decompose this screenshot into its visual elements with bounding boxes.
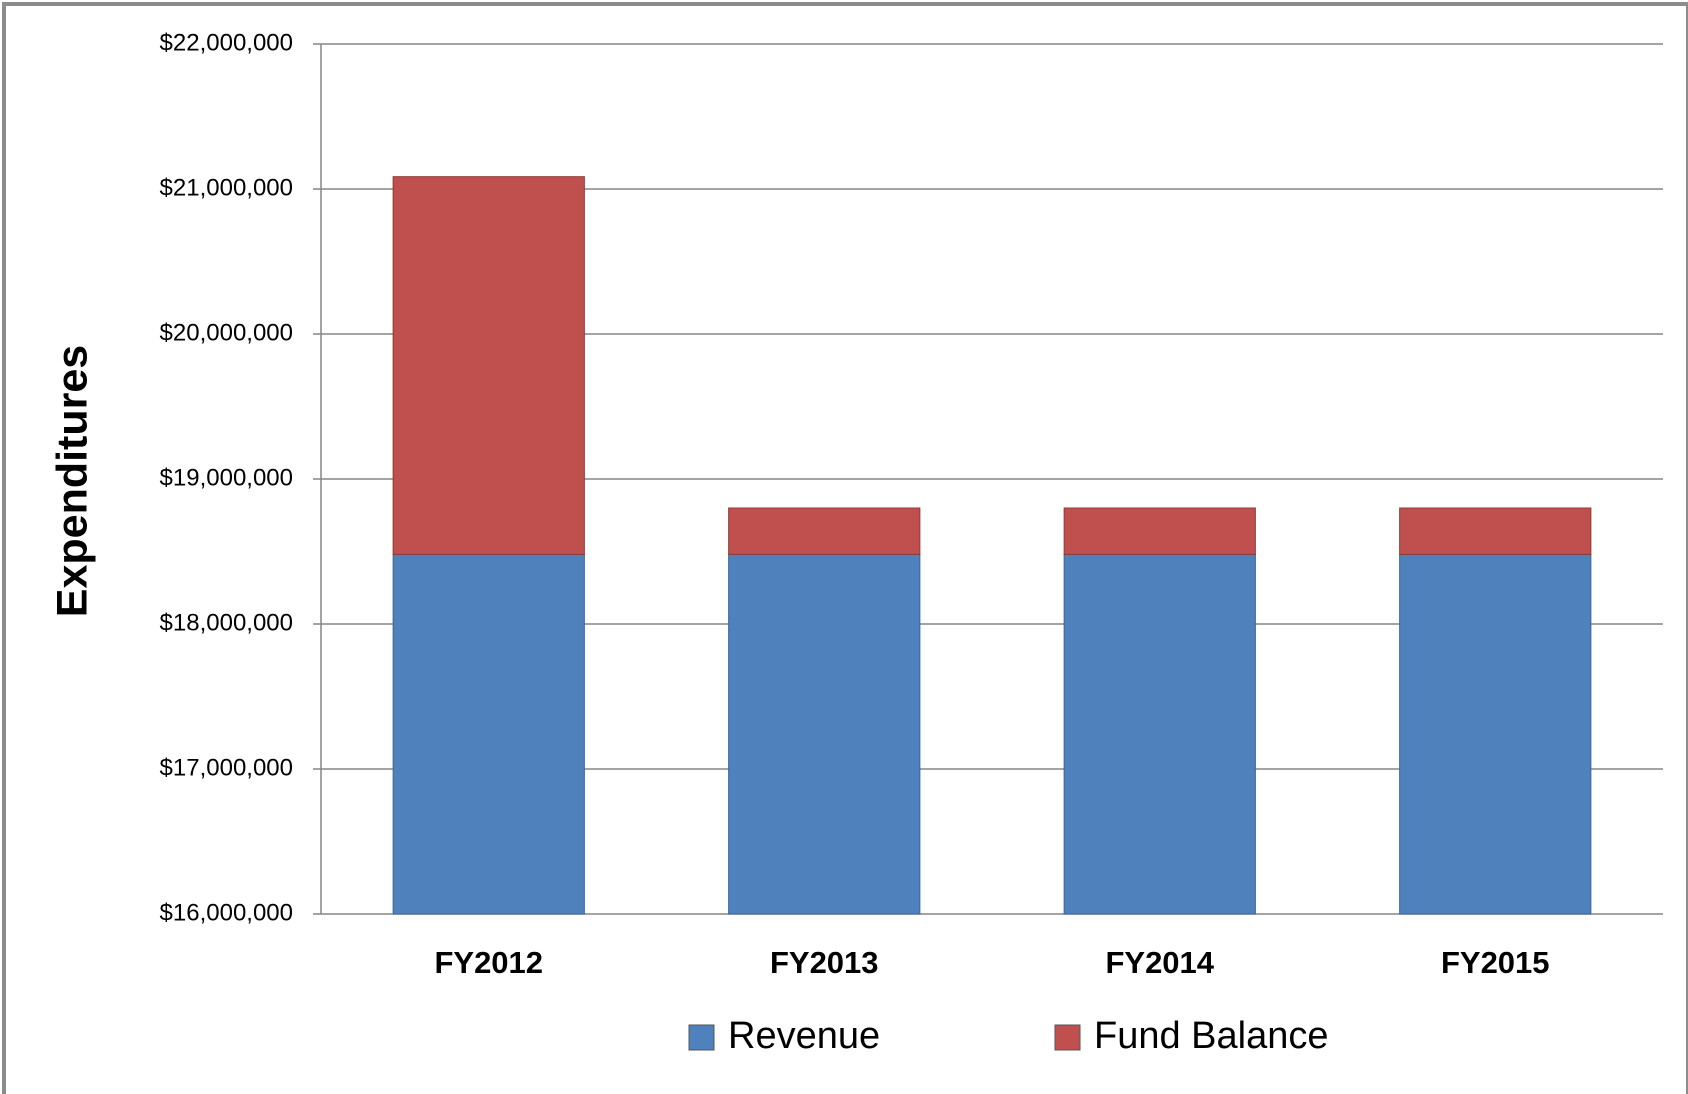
y-tick-label: $20,000,000 — [160, 319, 293, 346]
y-axis-title: Expenditures — [48, 345, 96, 617]
y-tick-label: $21,000,000 — [160, 174, 293, 201]
bar-segment — [392, 176, 585, 555]
bar-segment — [728, 507, 921, 555]
y-tick-label: $17,000,000 — [160, 754, 293, 781]
bar-segment — [728, 553, 921, 915]
y-tick-label: $19,000,000 — [160, 464, 293, 491]
bar-segment — [1399, 507, 1592, 555]
bar-segment — [1063, 507, 1256, 555]
x-tick-label: FY2015 — [1441, 945, 1550, 980]
y-tick-label: $16,000,000 — [160, 899, 293, 926]
legend-swatch — [688, 1024, 715, 1051]
x-tick-label: FY2013 — [770, 945, 879, 980]
legend-label: Fund Balance — [1094, 1015, 1329, 1057]
bar-segment — [392, 553, 585, 915]
y-tick-label: $18,000,000 — [160, 609, 293, 636]
y-tick-label: $22,000,000 — [160, 29, 293, 56]
x-tick-label: FY2012 — [434, 945, 543, 980]
x-tick-label: FY2014 — [1105, 945, 1214, 980]
bar-segment — [1063, 553, 1256, 915]
bar-segment — [1399, 553, 1592, 915]
legend-swatch — [1054, 1024, 1081, 1051]
legend-label: Revenue — [728, 1015, 880, 1057]
